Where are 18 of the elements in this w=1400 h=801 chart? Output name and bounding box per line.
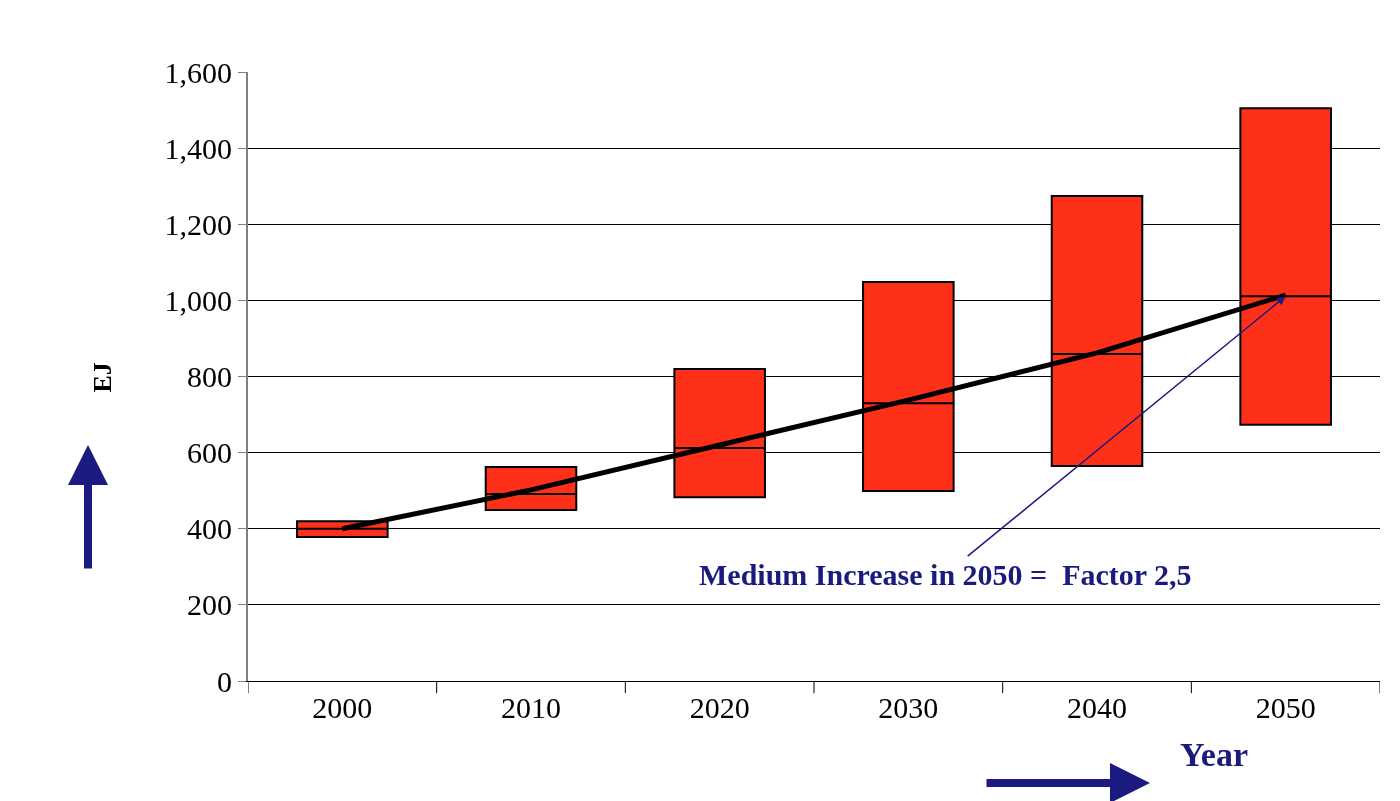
y-tick-label: 1,400 bbox=[164, 131, 232, 165]
x-tick-label: 2040 bbox=[1067, 691, 1127, 724]
y-tick-label: 600 bbox=[187, 436, 232, 470]
x-axis-title: Year bbox=[1180, 736, 1248, 773]
y-tick-label: 1,000 bbox=[164, 283, 232, 317]
y-axis-title: EJ bbox=[87, 362, 117, 393]
y-tick-label: 800 bbox=[187, 360, 232, 393]
x-tick-label: 2050 bbox=[1255, 691, 1316, 724]
y-tick-label: 0 bbox=[217, 664, 232, 698]
x-tick-label: 2030 bbox=[878, 691, 939, 724]
annotation: Medium Increase in 2050 = Factor 2,5 bbox=[699, 558, 1192, 591]
y-tick-label: 1,600 bbox=[164, 55, 232, 89]
x-tick-label: 2010 bbox=[501, 691, 561, 724]
x-tick-label: 2000 bbox=[312, 691, 373, 724]
y-tick-label: 1,200 bbox=[164, 207, 232, 241]
y-tick-label: 400 bbox=[187, 512, 232, 546]
x-tick-label: 2020 bbox=[689, 691, 750, 724]
y-tick-label: 200 bbox=[187, 588, 232, 622]
